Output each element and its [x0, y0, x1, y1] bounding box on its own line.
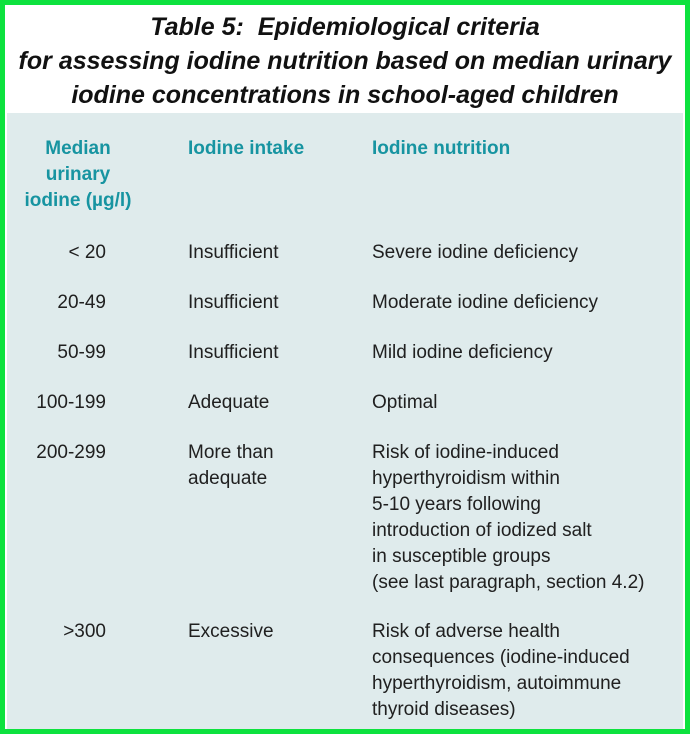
table-row: 200-299 More than adequate Risk of iodin…: [7, 440, 683, 596]
cell-median-value: 100-199: [36, 392, 106, 413]
cell-iodine-intake: Insufficient: [188, 242, 279, 263]
table-row: >300 Excessive Risk of adverse health co…: [7, 619, 683, 723]
cell-iodine-intake: Excessive: [188, 621, 274, 642]
table-title: Table 5: Epidemiological criteria for as…: [5, 10, 685, 112]
table-row: 20-49 Insufficient Moderate iodine defic…: [7, 290, 683, 316]
title-line-2: for assessing iodine nutrition based on …: [18, 47, 672, 75]
cell-median-value: 20-49: [57, 292, 106, 313]
cell-iodine-intake: Adequate: [188, 392, 270, 413]
cell-iodine-nutrition: Optimal: [372, 392, 438, 413]
cell-median-value: 200-299: [36, 442, 106, 463]
header-iodine-nutrition: Iodine nutrition: [372, 138, 511, 159]
table-panel: Median urinary iodine (µg/l) Iodine inta…: [7, 113, 683, 729]
cell-iodine-nutrition: Risk of adverse health consequences (iod…: [372, 621, 630, 720]
cell-iodine-nutrition: Moderate iodine deficiency: [372, 292, 599, 313]
header-median-urinary-iodine: Median urinary iodine (µg/l): [24, 138, 132, 211]
cell-iodine-intake: Insufficient: [188, 342, 279, 363]
table-row: 100-199 Adequate Optimal: [7, 390, 683, 416]
cell-median-value: < 20: [68, 242, 106, 263]
table-header-row: Median urinary iodine (µg/l) Iodine inta…: [7, 136, 683, 214]
cell-iodine-intake: Insufficient: [188, 292, 279, 313]
cell-median-value: >300: [63, 621, 106, 642]
title-line-1: Table 5: Epidemiological criteria: [150, 13, 540, 41]
table-row: 50-99 Insufficient Mild iodine deficienc…: [7, 340, 683, 366]
cell-median-value: 50-99: [57, 342, 106, 363]
header-iodine-intake: Iodine intake: [188, 138, 305, 159]
cell-iodine-nutrition: Mild iodine deficiency: [372, 342, 553, 363]
cell-iodine-nutrition: Severe iodine deficiency: [372, 242, 578, 263]
cell-iodine-nutrition: Risk of iodine-induced hyperthyroidism w…: [372, 442, 645, 593]
cell-iodine-intake: More than adequate: [188, 442, 274, 489]
table-row: < 20 Insufficient Severe iodine deficien…: [7, 240, 683, 266]
title-line-3: iodine concentrations in school-aged chi…: [71, 81, 619, 109]
